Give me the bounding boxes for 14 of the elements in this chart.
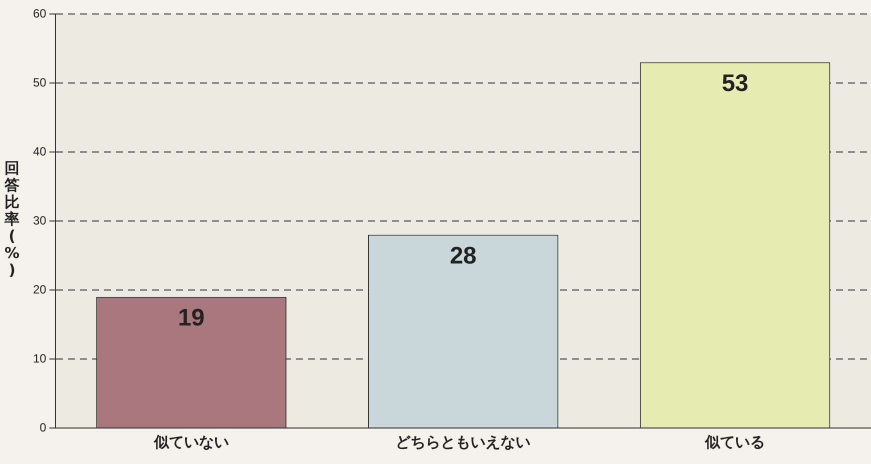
data-label: 19 [178,304,205,332]
data-label: 28 [450,242,477,270]
x-tick-label: 似ている [704,432,766,451]
y-tick-label: 30 [32,213,47,228]
y-tick-label: 10 [32,351,47,366]
y-tick-label: 40 [32,144,47,158]
x-tick-label: どちらともいえない [396,432,531,451]
y-tick-label: 0 [40,420,47,434]
y-tick-label: 60 [32,6,47,20]
y-axis-title: 回答比率(%) [3,159,21,279]
y-tick-label: 50 [32,75,47,90]
x-tick-label: 似ていない [152,432,229,451]
y-tick-label: 20 [32,282,47,296]
data-label: 53 [722,70,748,97]
